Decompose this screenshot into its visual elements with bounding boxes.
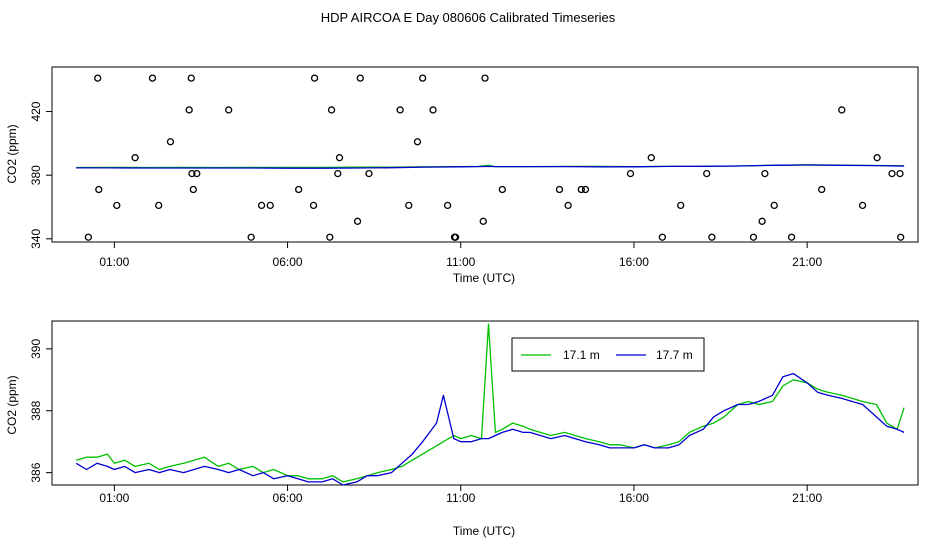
scatter-point xyxy=(451,233,460,241)
scatter-point xyxy=(365,169,373,178)
x-tick-label: 16:00 xyxy=(619,491,649,505)
scatter-point xyxy=(555,185,564,194)
scatter-point xyxy=(581,185,590,194)
scatter-point xyxy=(155,201,163,210)
scatter-point xyxy=(326,233,334,241)
scatter-point xyxy=(626,169,635,178)
y-tick-label: 388 xyxy=(29,400,43,420)
scatter-point xyxy=(405,201,413,210)
scatter-point xyxy=(647,154,655,162)
x-tick-label: 01:00 xyxy=(99,491,129,505)
x-tick-label: 21:00 xyxy=(792,255,822,269)
x-tick-label: 06:00 xyxy=(273,491,303,505)
scatter-point xyxy=(703,169,711,178)
scatter-point xyxy=(658,233,667,241)
scatter-point xyxy=(95,185,103,194)
scatter-point xyxy=(327,106,336,114)
scatter-point xyxy=(353,217,362,225)
scatter-point xyxy=(479,217,487,225)
top-x-axis-label: Time (UTC) xyxy=(453,271,515,285)
scatter-point xyxy=(818,185,826,194)
scatter-point xyxy=(193,169,201,178)
legend: 17.1 m 17.7 m xyxy=(511,337,705,372)
scatter-point xyxy=(185,106,193,114)
scatter-point xyxy=(187,74,195,82)
chart-title: HDP AIRCOA E Day 080606 Calibrated Times… xyxy=(320,10,616,25)
y-tick-label: 380 xyxy=(29,165,43,185)
x-tick-label: 21:00 xyxy=(792,491,822,505)
top-x-axis: 01:00 06:00 11:00 16:00 21:00 xyxy=(99,241,822,269)
scatter-point xyxy=(708,233,716,241)
scatter-point xyxy=(188,169,196,178)
top-panel-scatter-plot: 01:00 06:00 11:00 16:00 21:00 340 380 420 Time… xyxy=(5,66,919,285)
bottom-panel-line-plot: 01:00 06:00 11:00 16:00 21:00 386 388 390 17.1… xyxy=(5,320,919,538)
series-line-17-1-m xyxy=(76,323,905,483)
legend-label-17-1m: 17.1 m xyxy=(563,348,600,362)
scatter-point xyxy=(758,217,766,225)
scatter-point xyxy=(225,106,233,114)
series-line-17-7-m xyxy=(75,372,905,486)
scatter-point xyxy=(309,201,318,210)
y-tick-label: 386 xyxy=(29,462,43,482)
scatter-point xyxy=(858,201,867,210)
scatter-point xyxy=(413,138,422,146)
scatter-point xyxy=(749,233,758,241)
scatter-point xyxy=(873,154,881,162)
scatter-point xyxy=(896,169,904,178)
bottom-y-axis: 386 388 390 xyxy=(29,339,53,483)
top-plot-frame xyxy=(51,66,919,243)
scatter-point xyxy=(94,74,102,82)
scatter-point xyxy=(564,201,572,210)
scatter-point xyxy=(131,154,139,162)
y-tick-label: 420 xyxy=(29,101,43,121)
scatter-point xyxy=(897,233,905,241)
scatter-point xyxy=(189,185,197,194)
legend-label-17-7m: 17.7 m xyxy=(656,348,693,362)
x-tick-label: 11:00 xyxy=(446,491,475,505)
bottom-plot-frame xyxy=(51,320,919,486)
scatter-point xyxy=(498,185,506,194)
top-y-axis: 340 380 420 xyxy=(29,101,53,249)
scatter-point xyxy=(257,201,266,210)
scatter-point xyxy=(166,138,175,146)
scatter-point xyxy=(266,201,274,210)
scatter-point xyxy=(148,74,157,82)
scatter-point xyxy=(310,74,319,82)
scatter-point xyxy=(294,185,303,194)
scatter-point xyxy=(838,106,846,114)
series-line-17-7-m xyxy=(76,164,905,169)
x-tick-label: 16:00 xyxy=(619,255,649,269)
scatter-point xyxy=(396,106,404,114)
scatter-point xyxy=(770,201,778,210)
scatter-point xyxy=(429,106,437,114)
scatter-point xyxy=(761,169,769,178)
scatter-point xyxy=(247,233,255,241)
scatter-point xyxy=(787,233,796,241)
scatter-point xyxy=(334,169,342,178)
scatter-point xyxy=(335,154,344,162)
bottom-y-axis-label: CO2 (ppm) xyxy=(5,375,19,434)
bottom-data-lines xyxy=(75,323,905,486)
scatter-point xyxy=(356,74,364,82)
bottom-x-axis-label: Time (UTC) xyxy=(453,524,515,538)
scatter-point xyxy=(113,201,121,210)
scatter-point xyxy=(443,201,452,210)
y-tick-label: 390 xyxy=(29,339,43,359)
scatter-point xyxy=(577,185,585,194)
scatter-point xyxy=(481,74,489,82)
scatter-point xyxy=(418,74,427,82)
x-tick-label: 01:00 xyxy=(99,255,129,269)
top-data-marks xyxy=(76,74,905,241)
x-tick-label: 11:00 xyxy=(446,255,475,269)
bottom-x-axis: 01:00 06:00 11:00 16:00 21:00 xyxy=(99,484,822,505)
y-tick-label: 340 xyxy=(29,228,43,248)
scatter-point xyxy=(677,201,685,210)
scatter-point xyxy=(888,169,896,178)
scatter-point xyxy=(84,233,93,241)
top-y-axis-label: CO2 (ppm) xyxy=(5,124,19,183)
x-tick-label: 06:00 xyxy=(273,255,303,269)
